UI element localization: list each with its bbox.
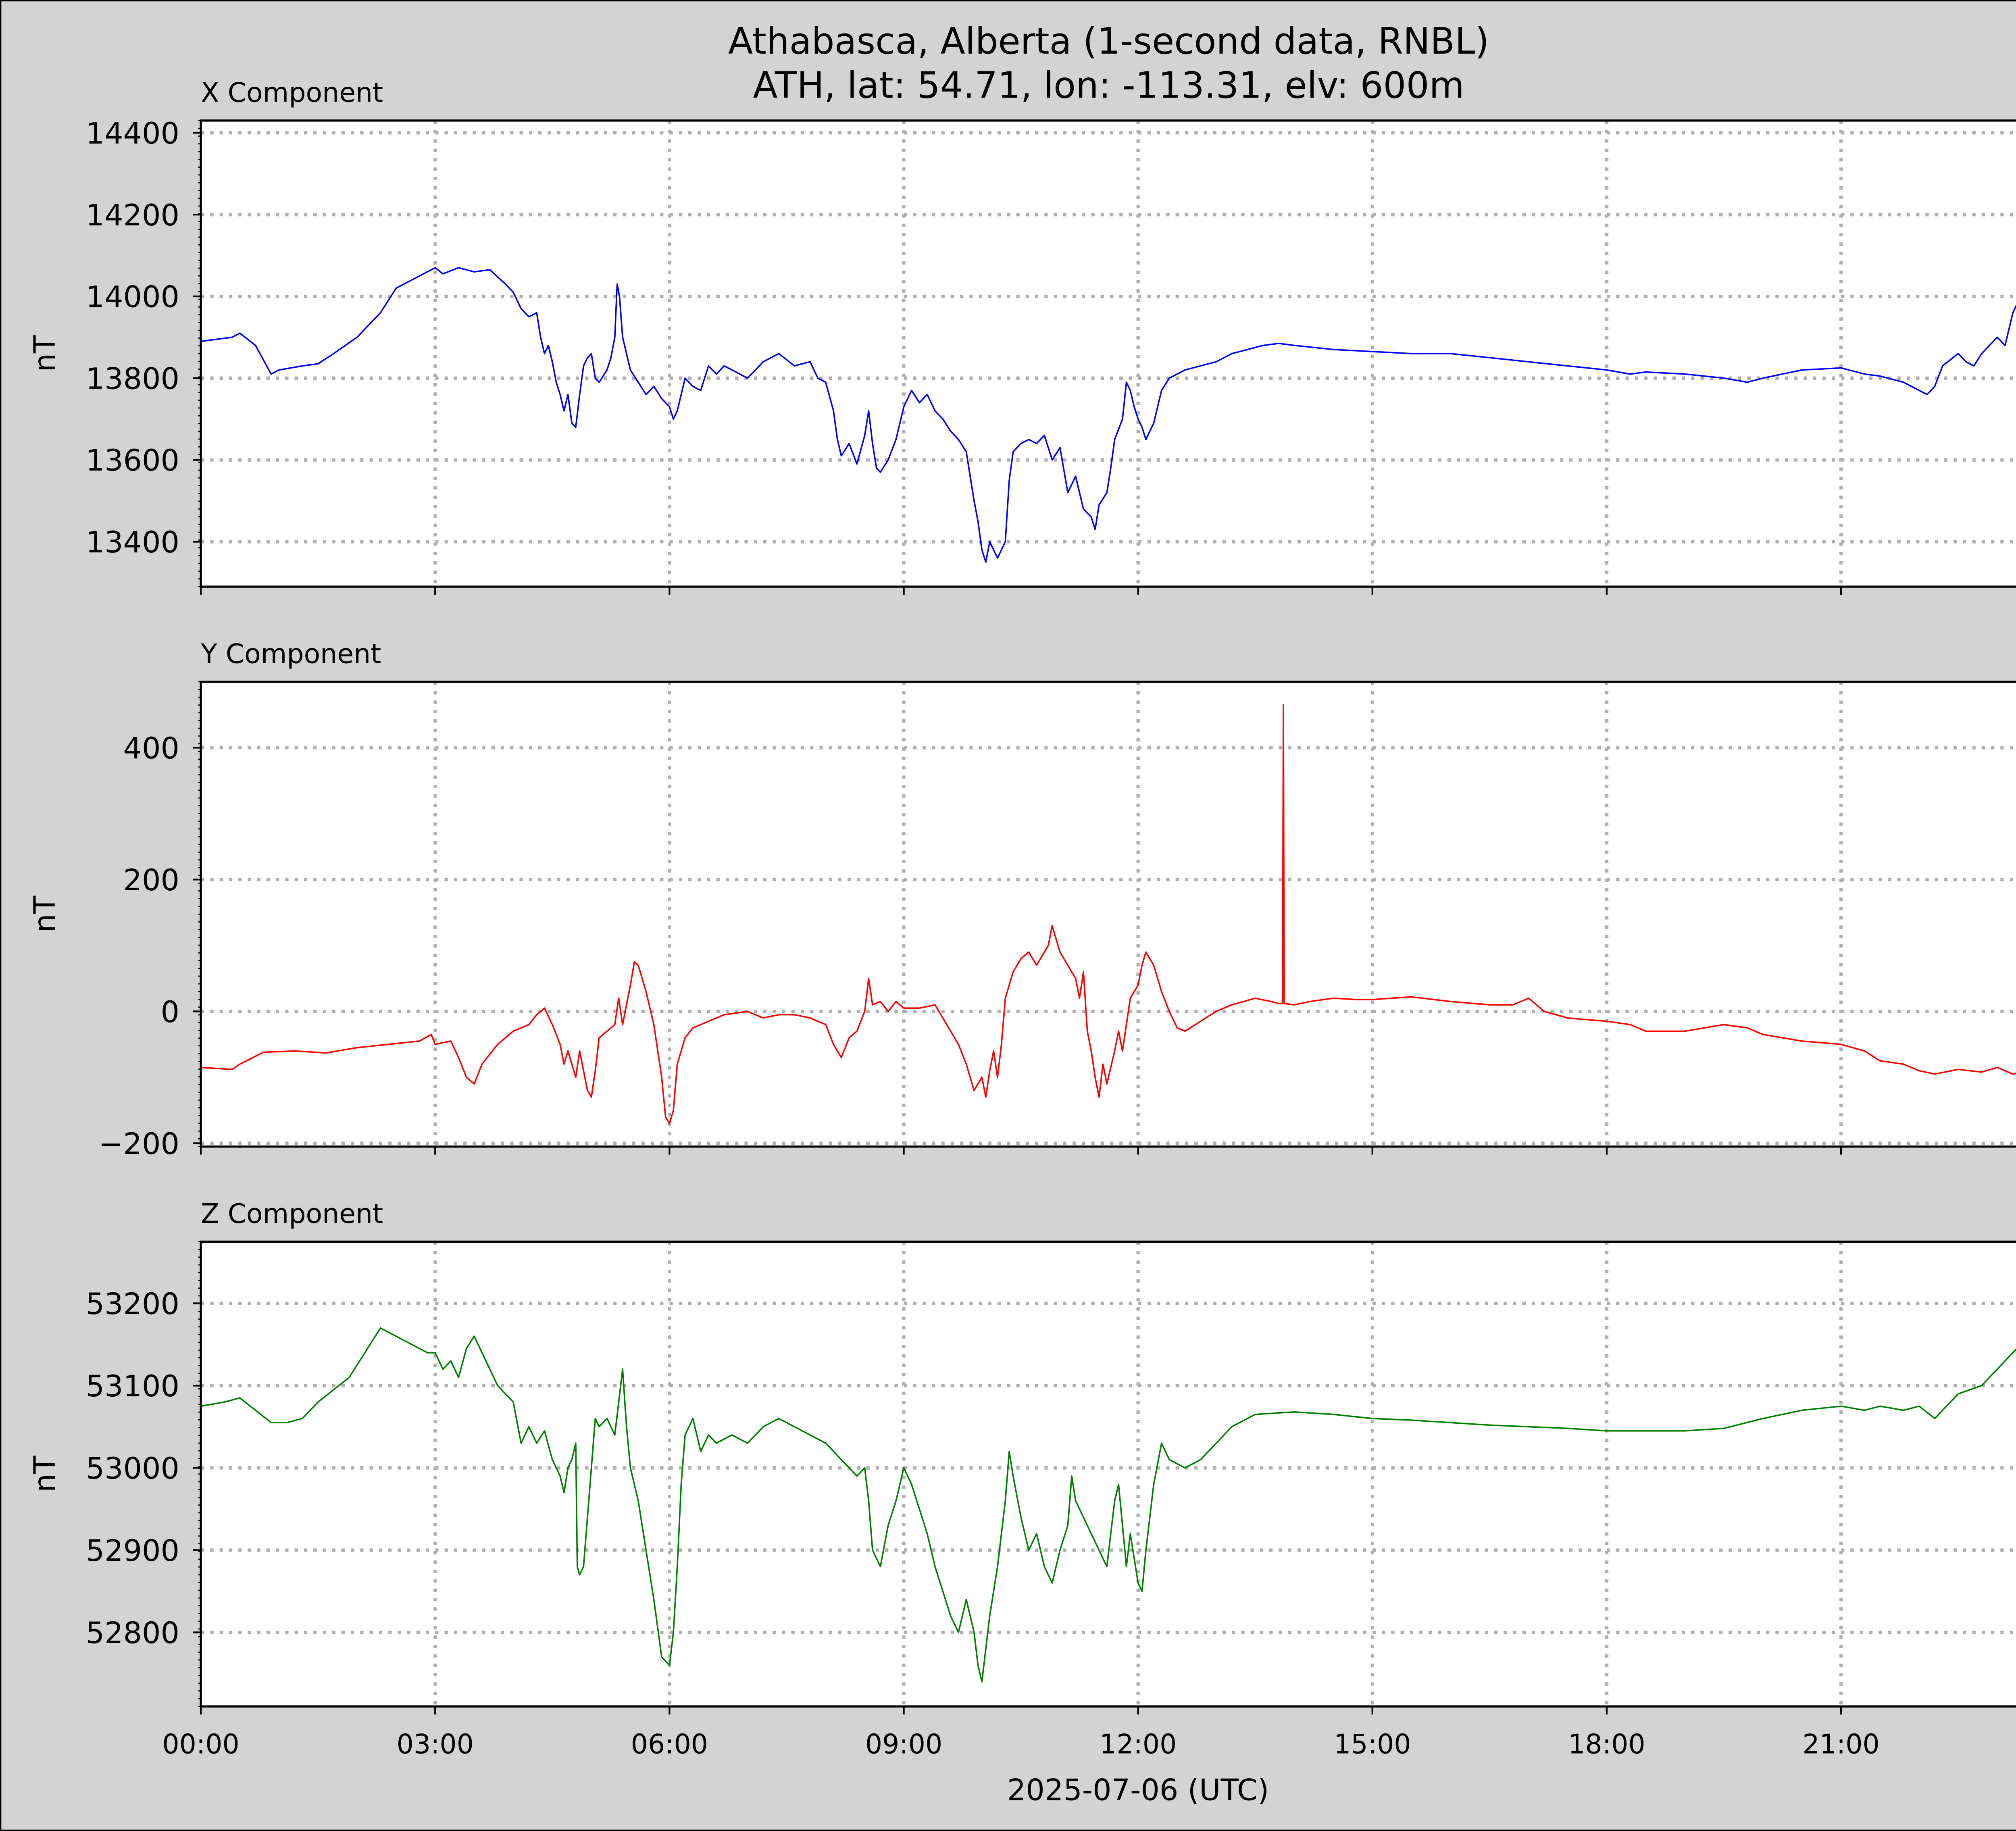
figure-title-line1: Athabasca, Alberta (1-second data, RNBL) (728, 21, 1489, 62)
x-tick-label: 21:00 (1802, 1728, 1879, 1760)
y-component-title: Y Component (200, 638, 381, 669)
x-component-series-line (200, 267, 2016, 563)
x-component-ylabel: nT (28, 335, 62, 372)
x-tick-label: 09:00 (865, 1728, 942, 1760)
z-component-ytick-label: 52900 (86, 1534, 179, 1568)
x-component-panel: 13400 13600 13800 14000 14200 14400 X Componen… (28, 77, 2016, 595)
y-component-series-line (201, 704, 2016, 1125)
x-component-title: X Component (201, 77, 383, 108)
z-component-ytick-label: 53100 (86, 1369, 179, 1404)
z-component-ylabel: nT (28, 1456, 62, 1492)
z-component-axes-frame (200, 1240, 2016, 1708)
x-axis-label: 2025-07-06 (UTC) (1007, 1773, 1269, 1808)
x-component-ytick-label: 13400 (86, 525, 179, 560)
y-component-ytick-label: 200 (123, 863, 179, 898)
x-tick-label: 03:00 (397, 1728, 474, 1760)
x-tick-label: 00:00 (162, 1728, 239, 1760)
y-component-panel: −200 0 200 400 Y Component nT (28, 638, 2016, 1161)
z-component-panel: 52800 52900 53000 53100 53200 Z Component nT (28, 1198, 2016, 1714)
figure-title-line2: ATH, lat: 54.71, lon: -113.31, elv: 600m (753, 65, 1464, 106)
x-component-ytick-label: 14200 (86, 198, 179, 233)
x-component-axes-frame (200, 119, 2016, 588)
y-component-ytick-label: −200 (98, 1127, 179, 1161)
z-component-ytick-label: 52800 (86, 1616, 179, 1650)
x-component-ytick-label: 14400 (86, 117, 179, 151)
x-component-ytick-label: 13800 (86, 362, 179, 396)
x-tick-label: 15:00 (1334, 1728, 1411, 1760)
z-component-ytick-label: 53000 (86, 1452, 179, 1486)
z-component-plot-area (201, 1241, 2016, 1707)
z-component-title: Z Component (201, 1198, 383, 1229)
y-component-ytick-label: 0 (161, 995, 179, 1029)
y-component-plot-area (201, 681, 2016, 1147)
y-component-ytick-label: 400 (123, 731, 179, 766)
x-tick-label: 12:00 (1100, 1728, 1177, 1760)
x-component-ytick-label: 14000 (86, 280, 179, 315)
x-tick-labels: 00:00 03:00 06:00 09:00 12:00 15:00 18:00 21:00 (162, 1728, 1879, 1760)
z-component-ytick-label: 53200 (86, 1287, 179, 1321)
z-component-series-line (200, 1327, 2016, 1683)
x-component-ytick-label: 13600 (86, 444, 179, 478)
y-component-ylabel: nT (28, 896, 62, 932)
x-tick-label: 18:00 (1568, 1728, 1645, 1760)
y-component-axes-frame (200, 681, 2016, 1148)
x-tick-label: 06:00 (631, 1728, 708, 1760)
x-component-plot-area (201, 120, 2016, 587)
